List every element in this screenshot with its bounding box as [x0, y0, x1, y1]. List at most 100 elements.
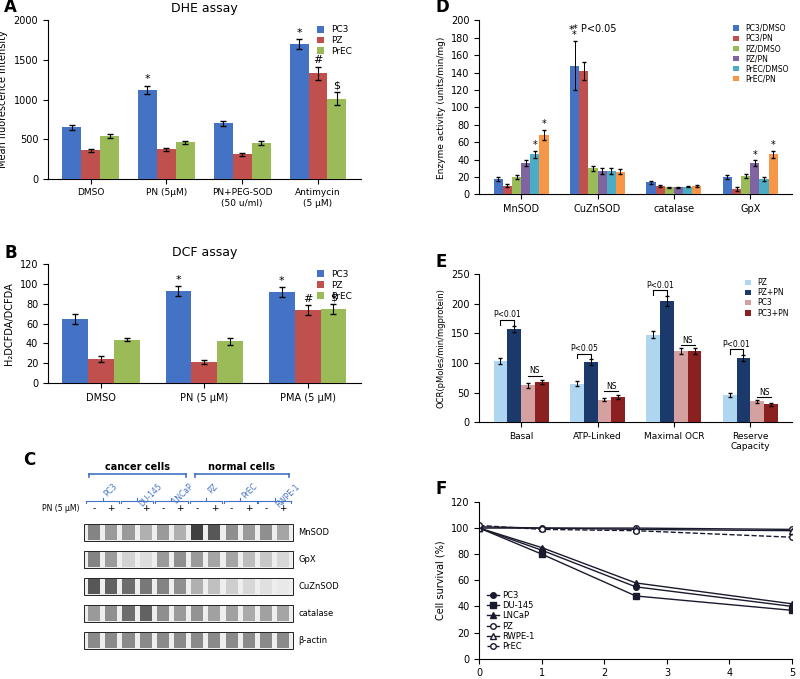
- Line: RWPE-1: RWPE-1: [477, 526, 794, 534]
- Bar: [732, 189, 741, 194]
- FancyBboxPatch shape: [122, 633, 134, 648]
- Bar: [530, 154, 539, 194]
- Text: +: +: [107, 504, 115, 513]
- DU-145: [537, 550, 546, 558]
- FancyBboxPatch shape: [278, 525, 290, 540]
- Text: P<0.01: P<0.01: [494, 310, 522, 319]
- FancyBboxPatch shape: [122, 525, 134, 540]
- FancyBboxPatch shape: [106, 606, 118, 621]
- Text: D: D: [436, 0, 450, 16]
- Bar: [722, 395, 737, 422]
- FancyBboxPatch shape: [84, 631, 294, 649]
- FancyBboxPatch shape: [140, 552, 152, 567]
- Text: PC3: PC3: [102, 482, 119, 499]
- Bar: [321, 309, 346, 383]
- Bar: [114, 340, 140, 383]
- Bar: [521, 163, 530, 194]
- Title: DCF assay: DCF assay: [172, 246, 237, 259]
- Bar: [646, 182, 655, 194]
- Legend: PC3/DMSO, PC3/PN, PZ/DMSO, PZ/PN, PrEC/DMSO, PrEC/PN: PC3/DMSO, PC3/PN, PZ/DMSO, PZ/PN, PrEC/D…: [730, 20, 791, 86]
- Bar: [290, 44, 309, 179]
- FancyBboxPatch shape: [278, 633, 290, 648]
- Bar: [759, 179, 769, 194]
- PC3: [474, 524, 484, 532]
- Bar: [611, 397, 625, 422]
- LNCaP: [787, 600, 797, 608]
- Bar: [157, 149, 176, 179]
- PC3: [787, 602, 797, 610]
- PrEC: [787, 533, 797, 541]
- DU-145: [787, 606, 797, 614]
- PC3: [537, 546, 546, 554]
- FancyBboxPatch shape: [260, 525, 272, 540]
- PC3: [631, 583, 641, 591]
- Bar: [570, 384, 584, 422]
- FancyBboxPatch shape: [157, 606, 169, 621]
- Bar: [294, 310, 321, 383]
- FancyBboxPatch shape: [191, 633, 203, 648]
- Text: RWPE-1: RWPE-1: [274, 482, 302, 509]
- Bar: [598, 171, 606, 194]
- Bar: [218, 342, 243, 383]
- Bar: [606, 171, 616, 194]
- Title: DHE assay: DHE assay: [171, 2, 238, 15]
- Legend: PC3, PZ, PrEC: PC3, PZ, PrEC: [314, 266, 356, 304]
- Text: *: *: [771, 140, 775, 150]
- FancyBboxPatch shape: [278, 552, 290, 567]
- Bar: [737, 359, 750, 422]
- Bar: [674, 187, 683, 194]
- Text: P<0.05: P<0.05: [570, 344, 598, 353]
- FancyBboxPatch shape: [226, 606, 238, 621]
- Text: +: +: [176, 504, 184, 513]
- Y-axis label: H₂DCFDA/DCFDA: H₂DCFDA/DCFDA: [4, 282, 14, 365]
- Text: +: +: [210, 504, 218, 513]
- PZ: [787, 526, 797, 534]
- Bar: [598, 400, 611, 422]
- Text: A: A: [4, 0, 17, 16]
- Bar: [512, 177, 521, 194]
- Y-axis label: Mean fluorescence intensity: Mean fluorescence intensity: [0, 31, 8, 168]
- Text: *: *: [296, 28, 302, 38]
- DU-145: [631, 592, 641, 600]
- Bar: [588, 168, 598, 194]
- Bar: [539, 135, 549, 194]
- Bar: [750, 401, 764, 422]
- FancyBboxPatch shape: [209, 606, 221, 621]
- Text: MnSOD: MnSOD: [298, 528, 329, 537]
- Text: *: *: [572, 29, 577, 39]
- FancyBboxPatch shape: [209, 579, 221, 594]
- Text: +: +: [142, 504, 150, 513]
- Text: -: -: [265, 504, 268, 513]
- FancyBboxPatch shape: [209, 633, 221, 648]
- Text: E: E: [436, 253, 447, 271]
- PZ: [474, 523, 484, 531]
- RWPE-1: [537, 524, 546, 532]
- Bar: [570, 66, 579, 194]
- FancyBboxPatch shape: [260, 579, 272, 594]
- Bar: [764, 405, 778, 422]
- Bar: [646, 335, 660, 422]
- Text: NS: NS: [606, 382, 617, 391]
- FancyBboxPatch shape: [191, 525, 203, 540]
- RWPE-1: [474, 524, 484, 532]
- FancyBboxPatch shape: [84, 551, 294, 568]
- Text: #: #: [314, 56, 322, 65]
- Bar: [81, 150, 100, 179]
- Bar: [494, 361, 507, 422]
- FancyBboxPatch shape: [243, 633, 255, 648]
- FancyBboxPatch shape: [226, 552, 238, 567]
- Text: *: *: [533, 140, 538, 150]
- Text: *: *: [176, 275, 182, 285]
- Text: -: -: [162, 504, 165, 513]
- FancyBboxPatch shape: [260, 552, 272, 567]
- Bar: [521, 386, 535, 422]
- Text: P<0.01: P<0.01: [722, 340, 750, 349]
- FancyBboxPatch shape: [106, 579, 118, 594]
- Bar: [176, 143, 195, 179]
- FancyBboxPatch shape: [88, 525, 100, 540]
- Text: B: B: [4, 244, 17, 262]
- FancyBboxPatch shape: [157, 552, 169, 567]
- FancyBboxPatch shape: [88, 552, 100, 567]
- Text: normal cells: normal cells: [208, 462, 275, 473]
- Bar: [62, 127, 81, 179]
